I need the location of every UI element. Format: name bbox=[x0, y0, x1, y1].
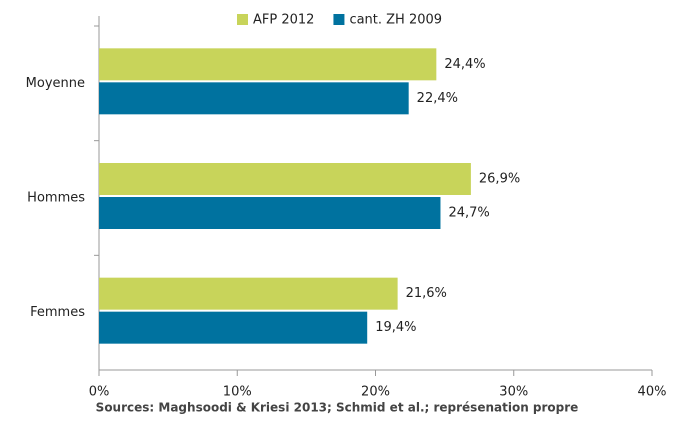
x-tick-label: 30% bbox=[499, 385, 528, 400]
x-tick-label: 40% bbox=[638, 385, 667, 400]
legend-label: cant. ZH 2009 bbox=[349, 13, 442, 28]
value-label: 24,4% bbox=[444, 57, 485, 72]
legend-label: AFP 2012 bbox=[253, 13, 314, 28]
x-tick-label: 10% bbox=[223, 385, 252, 400]
legend-swatch bbox=[237, 14, 248, 25]
bar bbox=[99, 311, 368, 344]
value-label: 19,4% bbox=[375, 320, 416, 335]
y-tick-label: Moyenne bbox=[26, 76, 85, 91]
caption: Sources: Maghsoodi & Kriesi 2013; Schmid… bbox=[96, 401, 579, 415]
value-label: 22,4% bbox=[417, 91, 458, 106]
x-tick-label: 20% bbox=[361, 385, 390, 400]
value-label: 21,6% bbox=[406, 286, 447, 301]
bar bbox=[99, 197, 441, 229]
value-label: 26,9% bbox=[479, 172, 520, 187]
y-tick-label: Femmes bbox=[30, 305, 85, 320]
bar bbox=[99, 163, 471, 195]
bar bbox=[99, 82, 409, 115]
legend-swatch bbox=[333, 14, 345, 25]
y-tick-label: Hommes bbox=[27, 191, 85, 206]
bar bbox=[99, 277, 398, 310]
value-label: 24,7% bbox=[448, 206, 489, 221]
bar bbox=[99, 48, 437, 81]
x-tick-label: 0% bbox=[89, 385, 110, 400]
